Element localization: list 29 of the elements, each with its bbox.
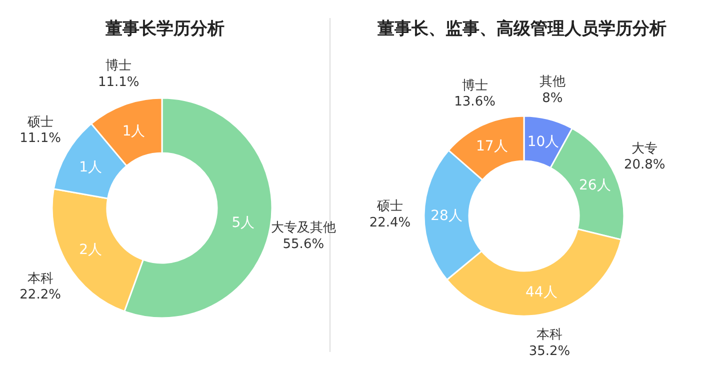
slice-label: 硕士 bbox=[26, 114, 54, 130]
slice-label: 大专 bbox=[632, 141, 658, 156]
slice-label: 本科 bbox=[536, 328, 563, 343]
data-label: 1人 bbox=[122, 123, 146, 140]
data-label: 1人 bbox=[79, 160, 102, 176]
data-label: 10人 bbox=[527, 134, 560, 150]
text: 20.8% bbox=[624, 158, 666, 173]
chart-title: 董事长、监事、高级管理人员学历分析 bbox=[376, 19, 666, 39]
slice-label: 本科 bbox=[27, 271, 54, 286]
text: 13.6% bbox=[454, 94, 496, 110]
slice-label: 其他 bbox=[539, 74, 566, 90]
text: 22.2% bbox=[20, 288, 61, 303]
data-label: 5人 bbox=[232, 215, 255, 232]
text: 8% bbox=[542, 90, 563, 106]
data-label: 44人 bbox=[525, 284, 558, 300]
slice-label: 硕士 bbox=[376, 199, 404, 214]
data-label: 2人 bbox=[79, 242, 102, 258]
text: 11.1% bbox=[20, 130, 61, 146]
slice-label: 博士 bbox=[462, 78, 488, 94]
data-label: 28人 bbox=[430, 208, 462, 224]
chart-title: 董事长学历分析 bbox=[104, 19, 224, 39]
slice-label: 博士 bbox=[106, 58, 132, 74]
data-label: 26人 bbox=[579, 178, 611, 194]
data-label: 17人 bbox=[476, 138, 508, 154]
text: 11.1% bbox=[98, 74, 140, 90]
text: 55.6% bbox=[282, 236, 324, 252]
text: 22.4% bbox=[369, 215, 411, 230]
slice-label: 大专及其他 bbox=[270, 220, 336, 236]
text: 35.2% bbox=[528, 344, 570, 359]
